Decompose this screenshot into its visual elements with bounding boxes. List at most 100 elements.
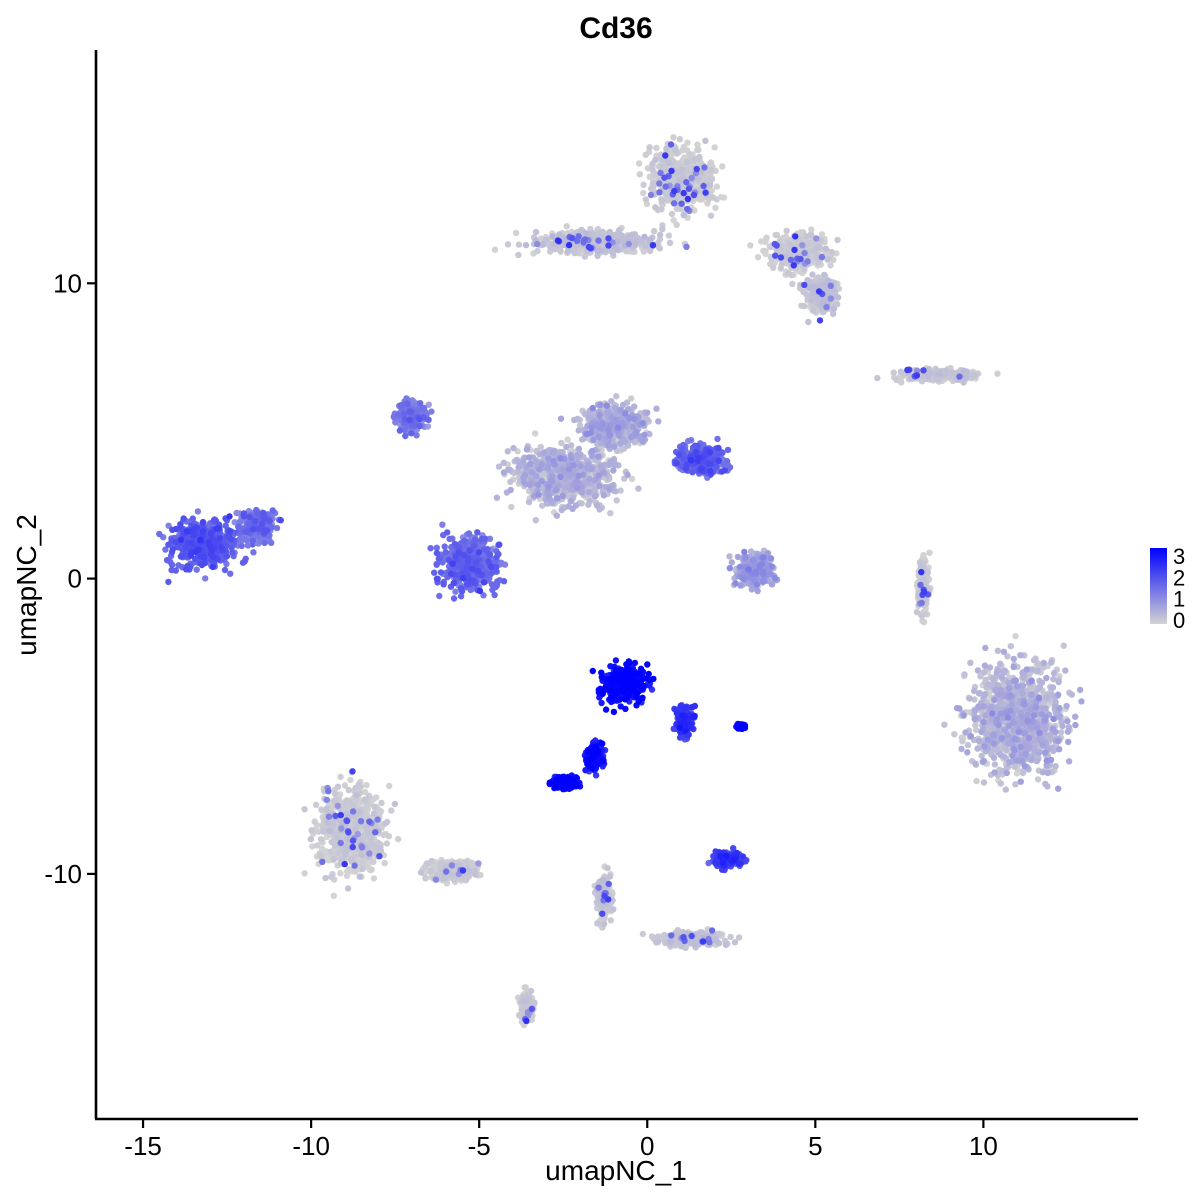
cell-point: [801, 249, 808, 257]
cell-point: [563, 223, 570, 230]
cell-point: [726, 553, 733, 560]
cell-point: [189, 515, 196, 522]
cell-point: [687, 457, 695, 464]
cell-point: [680, 189, 687, 197]
cell-point: [507, 478, 514, 486]
cell-point: [452, 588, 459, 595]
cell-point: [561, 484, 569, 491]
cell-point: [177, 553, 185, 560]
cell-point: [640, 181, 647, 188]
cell-point: [242, 528, 249, 535]
cell-point: [208, 546, 215, 553]
cell-point: [586, 476, 593, 483]
cell-point: [596, 412, 603, 419]
cell-point: [480, 579, 488, 586]
cell-point: [646, 144, 653, 151]
cell-point: [457, 585, 465, 592]
cell-point: [595, 433, 603, 440]
cell-point: [808, 297, 815, 304]
cell-point: [672, 147, 679, 154]
cell-point: [226, 513, 233, 520]
cell-point: [548, 478, 556, 485]
cell-point: [238, 542, 245, 550]
cell-point: [476, 587, 484, 595]
cell-point: [679, 147, 686, 154]
cell-point: [653, 144, 660, 152]
cell-point: [538, 477, 546, 485]
cell-point: [678, 166, 685, 173]
cell-point: [721, 467, 728, 474]
cell-point: [800, 302, 808, 310]
cell-point: [223, 552, 231, 560]
cell-point: [630, 415, 638, 423]
cell-point: [585, 413, 592, 420]
cell-point: [221, 566, 229, 574]
cell-point: [447, 570, 455, 578]
cell-point: [596, 482, 603, 490]
cell-point: [523, 446, 531, 453]
cell-point: [728, 559, 735, 566]
cell-point: [607, 458, 614, 465]
cell-point: [655, 418, 662, 425]
cell-point: [434, 575, 441, 582]
cell-point: [705, 460, 712, 467]
cell-point: [801, 281, 808, 289]
cell-point: [560, 466, 567, 474]
cell-point: [624, 235, 631, 242]
cell-point: [527, 460, 534, 467]
cell-point: [830, 305, 838, 312]
cell-point: [191, 555, 199, 563]
cell-point: [522, 241, 530, 249]
cell-point: [726, 464, 734, 471]
cell-point: [685, 185, 693, 192]
cell-point: [205, 539, 212, 546]
cell-point: [658, 197, 666, 204]
cell-point: [652, 156, 659, 164]
cell-point: [263, 527, 271, 534]
cell-point: [603, 402, 610, 409]
cell-point: [532, 517, 539, 524]
cell-point: [813, 244, 820, 251]
cell-point: [693, 165, 700, 173]
cell-point: [646, 247, 654, 255]
cell-point: [504, 448, 511, 455]
cell-point: [568, 455, 575, 462]
cell-point: [268, 539, 275, 546]
cell-point: [656, 189, 663, 196]
cell-point: [763, 234, 770, 241]
cell-point: [187, 539, 195, 546]
cell-point: [606, 486, 613, 493]
cell-point: [570, 461, 577, 469]
cell-point: [558, 506, 565, 514]
cell-point: [468, 577, 475, 584]
cell-point: [427, 545, 434, 552]
cell-point: [711, 144, 718, 151]
cell-point: [464, 559, 472, 566]
cell-point: [605, 426, 612, 434]
cell-point: [600, 492, 607, 499]
cell-point: [590, 436, 597, 444]
cell-point: [177, 521, 184, 528]
cell-point: [790, 262, 797, 269]
cell-point: [406, 416, 413, 424]
cell-point: [670, 134, 677, 141]
cluster-right-small-mixed: [726, 547, 781, 595]
cell-point: [557, 455, 564, 462]
cell-point: [433, 549, 441, 557]
cell-point: [593, 502, 601, 509]
cluster-center-upper-left: [390, 395, 435, 440]
cell-point: [713, 183, 720, 190]
cell-point: [618, 232, 625, 239]
cell-point: [475, 567, 482, 575]
cell-point: [701, 164, 708, 171]
cell-point: [435, 555, 442, 562]
cell-point: [641, 431, 648, 439]
cell-point: [564, 436, 571, 443]
cell-point: [213, 525, 220, 532]
cell-point: [809, 307, 817, 314]
cell-point: [585, 488, 592, 496]
cell-point: [521, 472, 529, 479]
cell-point: [475, 549, 483, 556]
cell-point: [740, 575, 747, 582]
cell-point: [255, 525, 263, 533]
